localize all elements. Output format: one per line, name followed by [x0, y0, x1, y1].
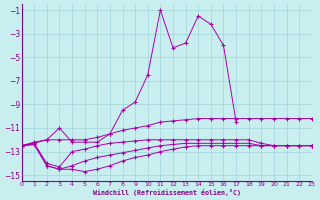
X-axis label: Windchill (Refroidissement éolien,°C): Windchill (Refroidissement éolien,°C) [93, 189, 241, 196]
